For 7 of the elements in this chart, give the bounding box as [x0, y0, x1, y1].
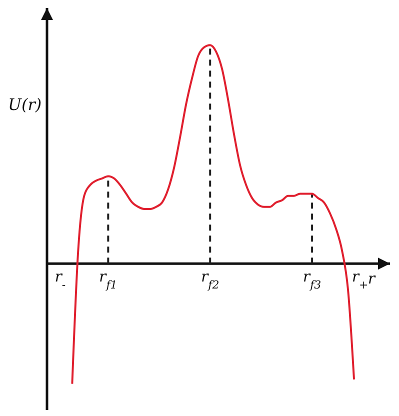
x-tick-label: r$_{+}$ — [352, 268, 368, 292]
x-tick-label: r$_{f1}$ — [99, 268, 118, 292]
y-axis-title: U(r) — [8, 95, 42, 114]
x-tick-label: r$_{-}$ — [54, 268, 66, 292]
x-axis-title: r — [368, 270, 376, 288]
x-tick-label: r$_{f2}$ — [200, 268, 220, 292]
x-tick-label: r$_{f3}$ — [302, 268, 322, 292]
